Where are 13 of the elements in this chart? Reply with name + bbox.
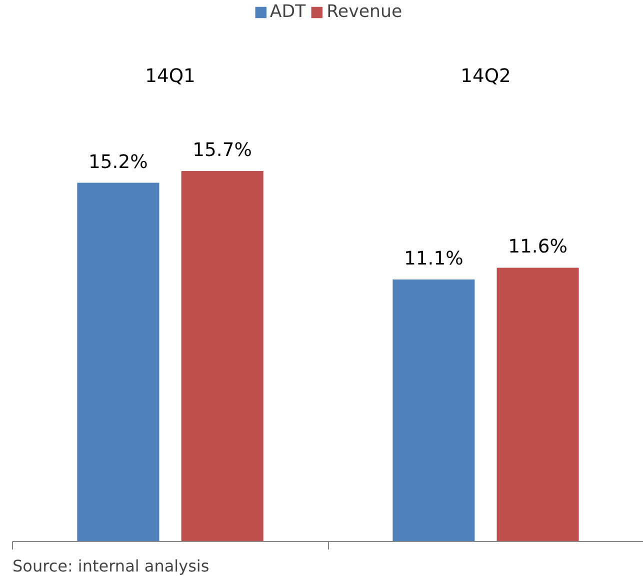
- bar: [77, 182, 160, 542]
- data-label: 11.1%: [404, 248, 464, 270]
- data-label: 11.6%: [508, 236, 568, 258]
- bar: [392, 280, 475, 542]
- x-tick-label: 14Q2: [460, 66, 511, 88]
- legend-label: ADT: [270, 2, 306, 22]
- data-label: 15.7%: [192, 140, 252, 161]
- x-tick-label: 14Q1: [145, 66, 196, 88]
- bar: [496, 268, 579, 542]
- bar: [181, 170, 264, 542]
- data-label: 15.2%: [88, 152, 148, 173]
- source-note: Source: internal analysis: [12, 556, 210, 576]
- legend-label: Revenue: [326, 2, 402, 22]
